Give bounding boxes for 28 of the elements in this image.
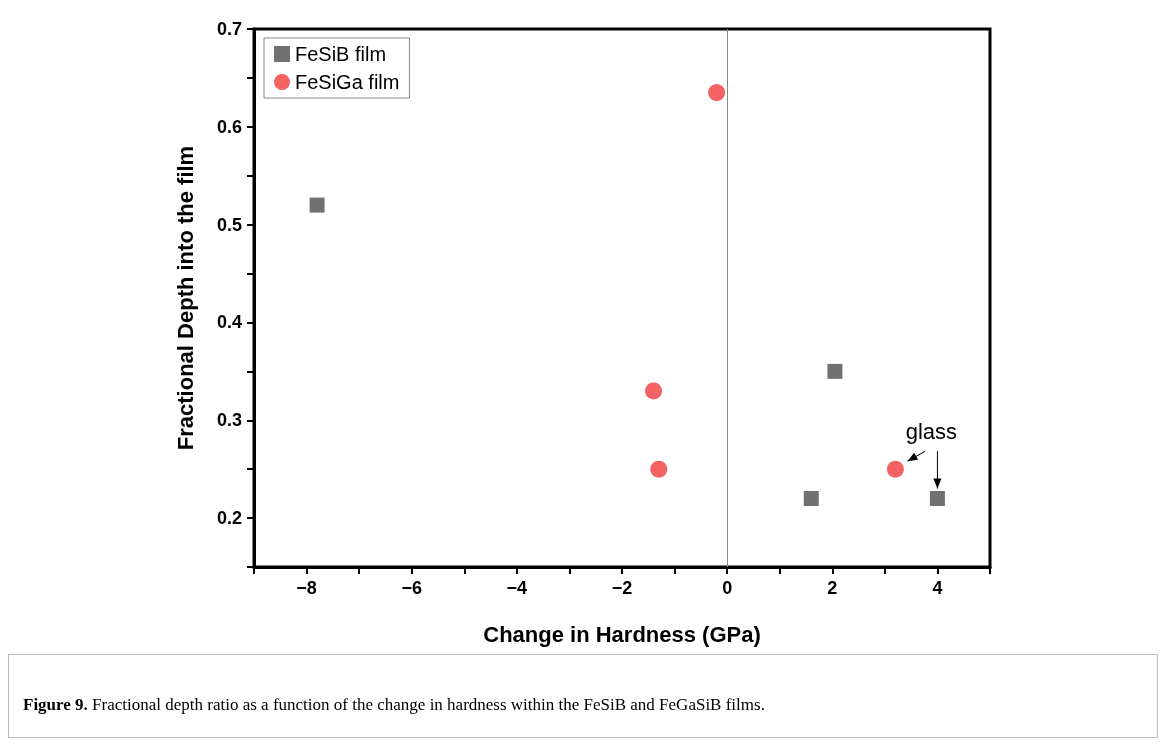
x-tick-label: −4 — [506, 578, 528, 598]
point — [827, 363, 843, 379]
point — [650, 460, 668, 478]
y-axis-title: Fractional Depth into the film — [172, 145, 198, 451]
caption: Figure 9. — [23, 695, 88, 714]
point — [803, 491, 819, 507]
y-tick-label: 0.6 — [216, 116, 242, 137]
y-tick-label: 0.2 — [216, 508, 242, 529]
point — [886, 460, 904, 478]
x-tick-label: 4 — [932, 578, 943, 598]
point — [708, 84, 726, 102]
x-tick-label: −6 — [401, 578, 422, 598]
y-tick-label: 0.7 — [216, 19, 242, 39]
legend-label: FeSiGa film — [295, 71, 400, 93]
text: Fractional depth ratio as a function of the change in hardness within the FeSiB and FeGaSiB films. — [91, 695, 765, 714]
x-tick-label: −2 — [611, 578, 633, 598]
annotation: glass — [905, 419, 958, 445]
point — [929, 491, 945, 507]
point — [309, 197, 325, 213]
y-tick-label: 0.5 — [216, 214, 242, 235]
point — [645, 382, 663, 400]
x-tick-label: 0 — [722, 578, 733, 598]
x-tick-label: −8 — [296, 578, 317, 598]
legend-label: FeSiB film — [295, 43, 387, 65]
y-tick-label: 0.3 — [216, 410, 242, 431]
x-axis-title: Change in Hardness (GPa) — [483, 621, 761, 647]
x-tick-label: 2 — [827, 578, 838, 598]
y-tick-label: 0.4 — [216, 312, 242, 333]
